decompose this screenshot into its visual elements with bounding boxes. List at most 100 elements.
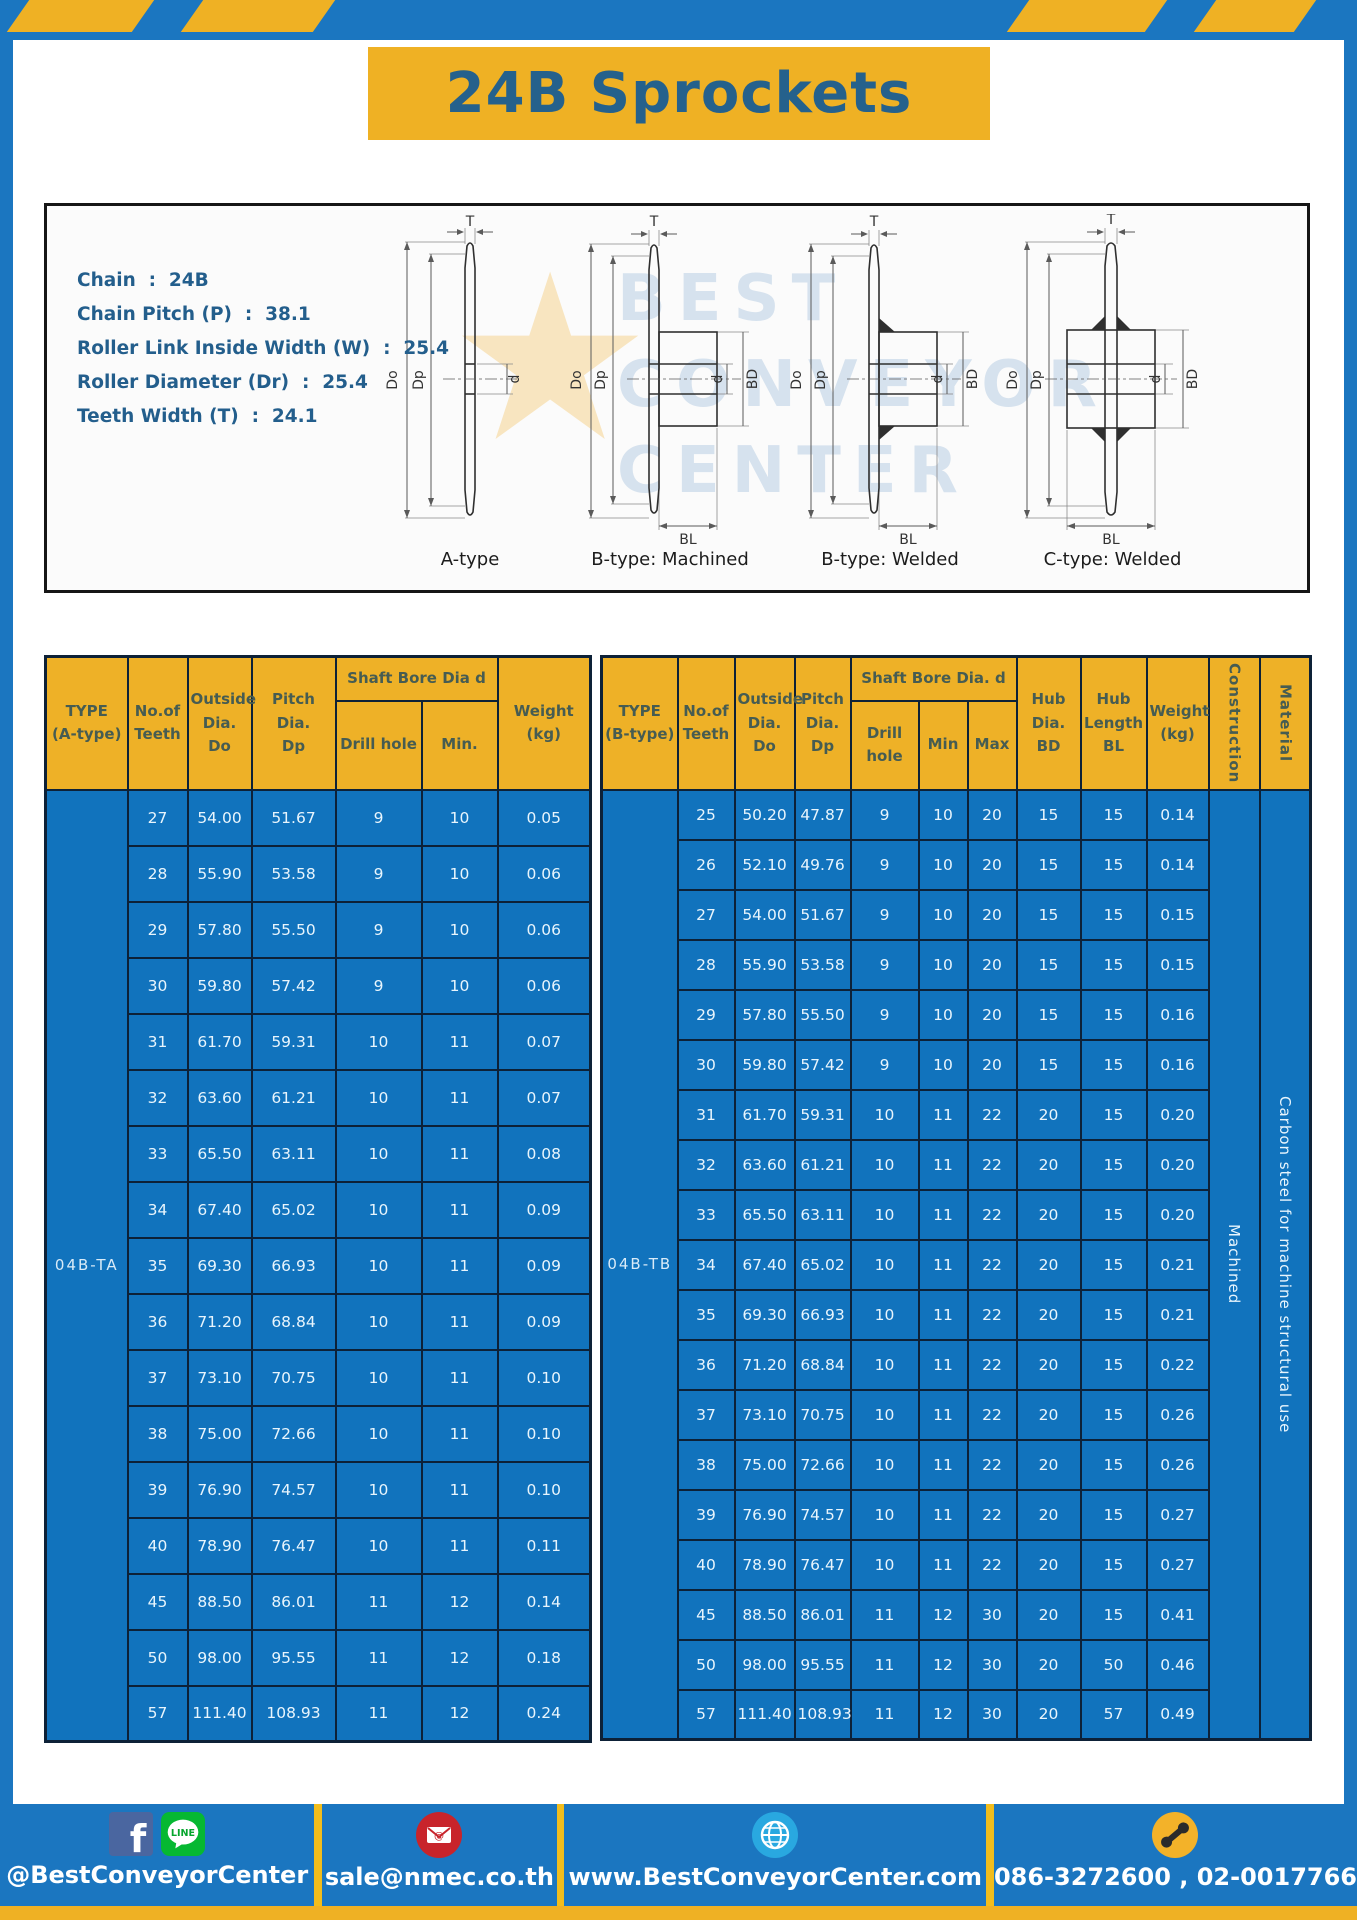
dim-t: T [649,214,659,230]
data-cell: 65.50 [186,1124,253,1183]
header-row: Drill hole Min. [46,699,591,791]
data-cell: 10 [420,900,499,959]
figure-caption: B-type: Machined [591,549,749,570]
data-cell: 9 [334,788,423,847]
dim-t: T [1106,214,1116,228]
data-cell: 98.00 [186,1628,253,1687]
table-row: 45 88.50 86.01 11 12 30 20 15 0.41 [602,1588,1311,1641]
table-row: 39 76.90 74.57 10 11 22 20 15 0.27 [602,1488,1311,1541]
data-cell: 67.40 [733,1238,796,1291]
data-cell: 10 [334,1460,423,1519]
dim-dp: Dp [1029,370,1045,390]
data-cell: 59.31 [250,1012,337,1071]
dim-bd: BD [745,369,761,389]
data-cell: 0.06 [496,844,592,903]
table-row: 38 75.00 72.66 10 11 0.10 [46,1404,592,1463]
col-header-weight: Weight (kg) [496,655,592,791]
data-cell: 9 [849,888,920,941]
col-header-outside-dia: Outside Dia. Do [186,655,256,791]
data-cell: 11 [420,1068,499,1127]
footer-divider [314,1804,323,1906]
data-cell: 11 [420,1348,499,1407]
sprocket-b-machined-drawing: T Do Dp d BD BL [569,214,761,548]
data-cell: 0.41 [1145,1588,1210,1641]
data-cell: 0.06 [496,956,592,1015]
table-row: 50 98.00 95.55 11 12 0.18 [46,1628,592,1687]
dim-d: d [1148,375,1164,384]
email-label: sale@nmec.co.th [324,1863,554,1891]
data-cell: 10 [917,888,969,941]
data-cell: 108.93 [793,1688,852,1741]
data-cell: 35 [126,1236,189,1295]
data-cell: 31 [126,1012,189,1071]
data-cell: 10 [849,1438,920,1491]
table-row: 50 98.00 95.55 11 12 30 20 50 0.46 [602,1638,1311,1691]
data-cell: 74.57 [250,1460,337,1519]
line-icon: LINE [161,1812,206,1856]
data-cell: 57.80 [186,900,253,959]
spec-line: Chain Pitch (P) : 38.1 [77,304,311,325]
data-cell: 66.93 [250,1236,337,1295]
figure-b-type-welded: T Do Dp d BD BL B-type: Welded [785,214,995,570]
table-row: 36 71.20 68.84 10 11 0.09 [46,1292,592,1351]
figure-c-type-welded: T Do Dp d BD BL C-type: Welded [1005,214,1220,570]
data-cell: 0.07 [496,1068,592,1127]
data-cell: 76.90 [733,1488,796,1541]
data-cell: 12 [420,1628,499,1687]
data-cell: 57 [676,1688,736,1741]
data-cell: 11 [917,1338,969,1391]
top-stripe [6,0,155,32]
data-cell: 15 [1079,1188,1148,1241]
dim-d: d [507,375,523,384]
type-label-cell: 04B-TB [600,788,679,1741]
chain-specs: Chain : 24B Chain Pitch (P) : 38.1 Rolle… [77,264,449,434]
dim-bl: BL [679,532,697,548]
data-cell: 30 [126,956,189,1015]
data-cell: 63.11 [793,1188,852,1241]
data-cell: 10 [849,1088,920,1141]
data-cell: 11 [420,1404,499,1463]
website-label: www.BestConveyorCenter.com [568,1863,982,1891]
data-cell: 20 [1015,1688,1082,1741]
data-cell: 11 [420,1124,499,1183]
data-cell: 15 [1015,788,1082,841]
data-cell: 63.60 [733,1138,796,1191]
col-header-teeth: No.of Teeth [126,655,189,791]
data-cell: 111.40 [186,1684,253,1743]
data-cell: 45 [676,1588,736,1641]
data-cell: 10 [917,1038,969,1091]
data-cell: 9 [849,938,920,991]
data-cell: 11 [420,1180,499,1239]
dim-bd: BD [965,369,981,389]
data-cell: 22 [966,1488,1018,1541]
data-cell: 26 [676,838,736,891]
data-cell: 57 [126,1684,189,1743]
table-row: 32 63.60 61.21 10 11 22 20 15 0.20 [602,1138,1311,1191]
table-row: 57 111.40 108.93 11 12 30 20 57 0.49 [602,1688,1311,1741]
data-cell: 53.58 [250,844,337,903]
col-header-shaft-bore: Shaft Bore Dia d [334,655,499,702]
data-cell: 12 [917,1688,969,1741]
data-cell: 20 [1015,1638,1082,1691]
dim-do: Do [385,370,401,389]
spec-line: Roller Link Inside Width (W) : 25.4 [77,338,449,359]
data-cell: 15 [1015,838,1082,891]
dim-t: T [465,214,475,230]
col-header-teeth: No.of Teeth [676,655,736,791]
data-cell: 20 [1015,1138,1082,1191]
table-row: 37 73.10 70.75 10 11 0.10 [46,1348,592,1407]
data-cell: 47.87 [793,788,852,841]
data-cell: 10 [849,1338,920,1391]
spec-line: Chain : 24B [77,270,209,291]
data-cell: 11 [420,1292,499,1351]
data-cell: 20 [1015,1538,1082,1591]
type-label-cell: 04B-TA [44,788,129,1743]
data-cell: 63.60 [186,1068,253,1127]
data-cell: 76.47 [250,1516,337,1575]
dim-dp: Dp [593,370,609,390]
table-row: 28 55.90 53.58 9 10 0.06 [46,844,592,903]
table-row: 33 65.50 63.11 10 11 0.08 [46,1124,592,1183]
data-cell: 65.50 [733,1188,796,1241]
data-cell: 0.08 [496,1124,592,1183]
data-cell: 73.10 [186,1348,253,1407]
